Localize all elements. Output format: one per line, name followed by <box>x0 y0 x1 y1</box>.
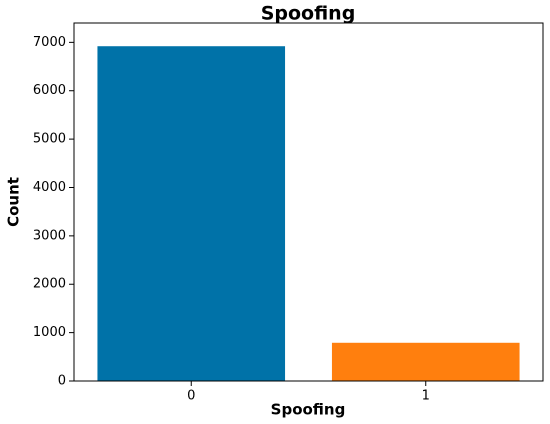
chart-title: Spoofing <box>261 3 356 25</box>
y-tick-label: 7000 <box>33 35 66 50</box>
y-tick-label: 3000 <box>33 228 66 243</box>
y-tick-label: 4000 <box>33 180 66 195</box>
y-tick-label: 5000 <box>33 132 66 147</box>
plot-frame <box>73 22 544 382</box>
y-tick-label: 2000 <box>33 277 66 292</box>
y-tick-label: 1000 <box>33 325 66 340</box>
y-axis-label: Count <box>5 177 23 227</box>
x-tick-label: 1 <box>422 389 430 404</box>
x-tick-label: 0 <box>187 389 195 404</box>
y-tick-label: 6000 <box>33 83 66 98</box>
y-tick-label: 0 <box>58 374 66 389</box>
bar <box>331 342 520 381</box>
bar <box>97 46 286 382</box>
x-axis-label: Spoofing <box>271 401 346 419</box>
